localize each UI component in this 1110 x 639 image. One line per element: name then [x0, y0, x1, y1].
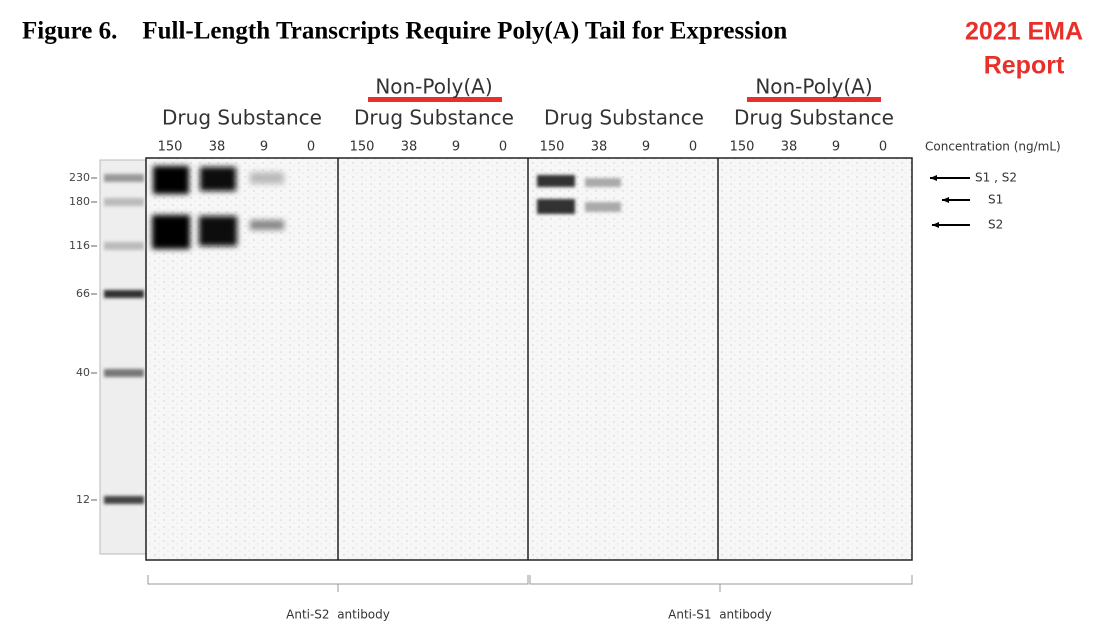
lane-label: 9 [832, 140, 840, 155]
lane-label: 9 [642, 140, 650, 155]
figure-title: Figure 6. Full-Length Transcripts Requir… [22, 18, 787, 45]
underline [368, 97, 502, 102]
panel-heading: Non-Poly(A) [375, 75, 492, 99]
panel-heading: Non-Poly(A) [755, 75, 872, 99]
lane-label: 38 [781, 140, 798, 155]
lane-label: 0 [879, 140, 887, 155]
band-label: S1 [988, 193, 1003, 207]
bracket [529, 575, 913, 592]
ladder-lane [99, 159, 147, 555]
marker-band [104, 290, 144, 298]
badge: Report [984, 52, 1065, 80]
marker-label: 230 [69, 171, 90, 184]
marker-label: 12 [76, 493, 90, 506]
lane-label: 9 [260, 140, 268, 155]
lane-label: 0 [307, 140, 315, 155]
panel-heading: Drug Substance [734, 106, 894, 130]
marker-band [104, 242, 144, 250]
marker-band [104, 174, 144, 182]
band-label: S2 [988, 218, 1003, 232]
lane-label: 38 [401, 140, 418, 155]
marker-label: 66 [76, 287, 90, 300]
lane-label: 0 [499, 140, 507, 155]
marker-band [104, 496, 144, 504]
band-label: S1 , S2 [975, 171, 1017, 185]
bands [152, 166, 621, 249]
lane-label: 0 [689, 140, 697, 155]
marker-band [104, 369, 144, 377]
lane-label: 150 [158, 140, 183, 155]
lane-label: 150 [540, 140, 565, 155]
lane-label: 150 [730, 140, 755, 155]
badge: 2021 EMA [965, 18, 1083, 46]
arrow-head [942, 197, 949, 203]
lane-label: 38 [209, 140, 226, 155]
lane-label: 38 [591, 140, 608, 155]
bracket [147, 575, 529, 592]
marker-label: 116 [69, 239, 90, 252]
marker-label: 40 [76, 366, 90, 379]
panel-heading: Drug Substance [354, 106, 514, 130]
antibody-label: Anti-S2 antibody [286, 608, 390, 622]
arrow-head [932, 222, 939, 228]
panel-heading: Drug Substance [162, 106, 322, 130]
gel [145, 157, 913, 561]
lane-label: 9 [452, 140, 460, 155]
arrow-head [930, 175, 937, 181]
antibody-label: Anti-S1 antibody [668, 608, 772, 622]
lane-label: 150 [350, 140, 375, 155]
panel-heading: Drug Substance [544, 106, 704, 130]
marker-band [104, 198, 144, 206]
concentration-label: Concentration (ng/mL) [925, 140, 1061, 154]
marker-label: 180 [69, 195, 90, 208]
underline [747, 97, 881, 102]
